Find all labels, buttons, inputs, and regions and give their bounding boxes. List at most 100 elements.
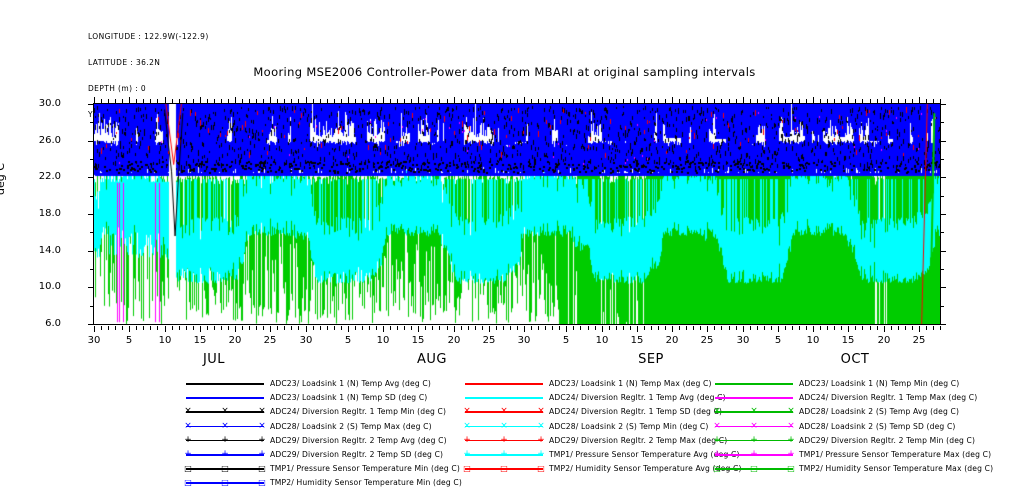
x-axis-tick-minor-top	[630, 99, 631, 103]
x-axis-tick-label: 15	[193, 335, 207, 346]
x-axis-tick-major-top	[418, 97, 419, 103]
legend-item-label: ADC28/ Loadsink 2 (S) Temp Min (deg C)	[549, 421, 709, 431]
y-axis-tick-minor	[90, 232, 93, 233]
x-axis-tick-label: 5	[774, 335, 782, 346]
y-axis-tick-label: 22.0	[38, 171, 61, 183]
x-axis-tick-minor	[658, 326, 659, 330]
x-axis-tick-minor	[834, 326, 835, 330]
legend-marker-square-icon: □	[184, 464, 192, 474]
y-axis-tick-minor	[90, 306, 93, 307]
x-axis-tick-minor-top	[644, 99, 645, 103]
x-axis-tick-major-top	[348, 97, 349, 103]
x-axis-tick-minor-top	[186, 99, 187, 103]
legend-line-swatch	[715, 397, 793, 399]
x-axis-tick-major	[778, 326, 779, 332]
legend-line-swatch: × × ×	[184, 407, 266, 416]
y-axis-tick-label: 30.0	[38, 98, 61, 109]
x-axis-tick-minor-top	[461, 99, 462, 103]
x-axis-tick-minor	[665, 326, 666, 330]
x-axis-tick-major-top	[637, 97, 638, 103]
x-axis-tick-minor	[122, 326, 123, 330]
x-axis-tick-minor	[207, 326, 208, 330]
legend-item-label: ADC29/ Diversion Regltr. 2 Temp Max (deg…	[549, 435, 728, 445]
x-axis-tick-minor	[411, 326, 412, 330]
x-axis-tick-minor-top	[150, 99, 151, 103]
y-axis-tick-major	[88, 177, 93, 178]
x-axis-tick-major	[566, 326, 567, 332]
legend-marker-x-icon: ×	[713, 420, 721, 431]
y-axis-tick-major-right	[941, 287, 946, 288]
y-axis-tick-minor	[90, 122, 93, 123]
legend-line-swatch	[186, 383, 264, 385]
legend-item-label: ADC24/ Diversion Regltr. 1 Temp Avg (deg…	[549, 393, 726, 403]
x-axis-tick-minor	[390, 326, 391, 330]
x-axis-tick-label: 25	[912, 335, 926, 346]
legend-line-swatch: □ □ □	[463, 464, 545, 473]
legend-marker-plus-icon: +	[258, 434, 266, 445]
legend-marker-x-icon: ×	[713, 406, 721, 417]
x-axis-tick-minor	[221, 326, 222, 330]
x-axis-tick-minor	[298, 326, 299, 330]
x-axis-tick-label: 15	[630, 335, 644, 346]
x-axis-tick-minor-top	[468, 99, 469, 103]
y-axis-tick-major	[88, 324, 93, 325]
y-axis-tick-minor-right	[941, 306, 944, 307]
x-axis-tick-minor-top	[721, 99, 722, 103]
x-axis-tick-major	[165, 326, 166, 332]
x-axis-tick-major	[602, 326, 603, 332]
x-axis-tick-minor-top	[651, 99, 652, 103]
legend-line-swatch: + + +	[184, 450, 266, 459]
x-axis-tick-minor-top	[101, 99, 102, 103]
x-axis-tick-minor	[101, 326, 102, 330]
y-axis-tick-major	[88, 141, 93, 142]
x-axis-tick-major	[672, 326, 673, 332]
legend-line-swatch: □ □ □	[184, 464, 266, 473]
x-axis-tick-minor	[108, 326, 109, 330]
y-axis-tick-minor-right	[941, 232, 944, 233]
x-axis-tick-major	[306, 326, 307, 332]
x-axis-tick-minor	[580, 326, 581, 330]
x-axis-tick-label: 20	[447, 335, 461, 346]
x-axis-tick-minor-top	[905, 99, 906, 103]
x-axis-tick-minor	[538, 326, 539, 330]
x-axis-tick-minor	[468, 326, 469, 330]
legend-marker-square-icon: □	[221, 464, 229, 474]
x-axis-tick-label: 10	[806, 335, 820, 346]
x-axis-tick-minor	[545, 326, 546, 330]
y-axis-tick-major	[88, 287, 93, 288]
x-axis-tick-minor-top	[926, 99, 927, 103]
x-axis-tick-minor	[700, 326, 701, 330]
y-axis-tick-minor	[90, 159, 93, 160]
legend-item-label: ADC28/ Loadsink 2 (S) Temp Avg (deg C)	[799, 407, 960, 417]
x-axis-tick-minor	[644, 326, 645, 330]
x-axis-tick-minor	[926, 326, 927, 330]
x-axis-tick-minor	[764, 326, 765, 330]
x-axis-tick-minor-top	[545, 99, 546, 103]
x-axis-tick-minor-top	[334, 99, 335, 103]
legend-marker-x-icon: ×	[787, 406, 795, 417]
x-axis-tick-minor	[362, 326, 363, 330]
x-axis-tick-major	[919, 326, 920, 332]
x-axis-tick-minor	[242, 326, 243, 330]
x-axis-tick-minor-top	[397, 99, 398, 103]
x-axis-tick-major-top	[919, 97, 920, 103]
x-axis-tick-major-top	[743, 97, 744, 103]
x-axis-tick-minor	[496, 326, 497, 330]
x-axis-tick-minor-top	[207, 99, 208, 103]
x-axis-tick-major	[848, 326, 849, 332]
x-axis-tick-major	[743, 326, 744, 332]
y-axis-tick-major	[88, 104, 93, 105]
x-axis-tick-minor-top	[390, 99, 391, 103]
x-axis-tick-minor-top	[376, 99, 377, 103]
legend-marker-square-icon: □	[750, 464, 758, 474]
legend-item-label: TMP2/ Humidity Sensor Temperature Min (d…	[270, 478, 462, 488]
x-axis-tick-major-top	[165, 97, 166, 103]
x-axis-tick-major-top	[884, 97, 885, 103]
x-axis-tick-minor-top	[447, 99, 448, 103]
x-axis-tick-label: 30	[87, 335, 101, 346]
x-axis-tick-major	[637, 326, 638, 332]
legend-marker-plus-icon: +	[221, 449, 229, 459]
y-axis-tick-minor-right	[941, 159, 944, 160]
x-axis-tick-major-top	[707, 97, 708, 103]
legend-marker-x-icon: ×	[184, 406, 192, 417]
